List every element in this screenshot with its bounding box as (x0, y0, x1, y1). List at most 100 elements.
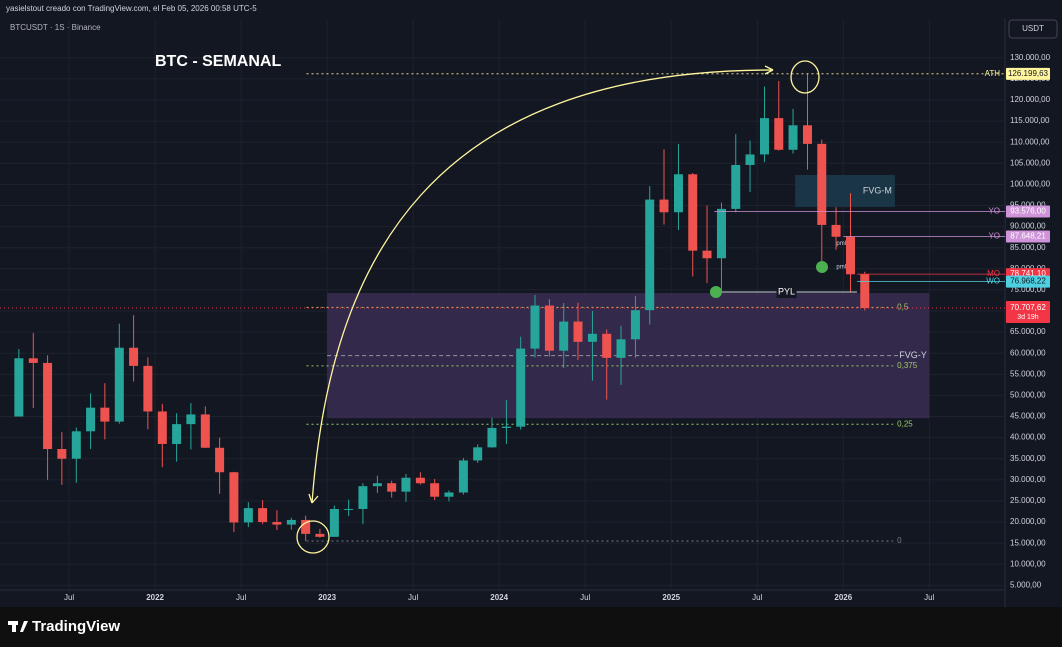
candle-body (817, 143, 827, 225)
price-tag-label: 78.741,10 (1010, 269, 1046, 278)
candle-body (200, 414, 210, 448)
countdown: 3d 19h (1017, 314, 1039, 321)
candle-body (401, 477, 411, 492)
candle-body (688, 174, 698, 251)
y-tick-label: 130.000,00 (1010, 53, 1051, 62)
candle-body (673, 174, 683, 213)
candle-body (372, 483, 382, 487)
candle-body (272, 522, 282, 525)
y-tick-label: 40.000,00 (1010, 433, 1046, 442)
candle-body (802, 125, 812, 144)
tag-name: YO (988, 232, 1000, 241)
level-label: 0 (897, 536, 902, 545)
candle-body (229, 472, 239, 523)
tag-name: MO (987, 269, 1000, 278)
price-tag-label: 93.576,00 (1010, 207, 1046, 216)
y-tick-label: 60.000,00 (1010, 348, 1046, 357)
candle-body (630, 310, 640, 340)
pyl-label: PYL (778, 286, 795, 296)
credit: yasielstout creado con TradingView.com, … (6, 4, 257, 13)
candle-body (344, 508, 354, 510)
y-tick-label: 10.000,00 (1010, 559, 1046, 568)
price-tag (1006, 67, 1050, 80)
candle-body (530, 305, 540, 349)
brand-logo (8, 621, 28, 632)
candle-body (788, 125, 798, 150)
candle-body (315, 533, 325, 537)
candle-body (716, 208, 726, 259)
y-tick-label: 20.000,00 (1010, 517, 1046, 526)
candle-body (387, 483, 397, 492)
y-tick-label: 65.000,00 (1010, 327, 1046, 336)
candle-body (458, 460, 468, 493)
candle-body (659, 199, 669, 213)
marker-dot (816, 261, 828, 273)
pyl-dot (709, 286, 722, 299)
candle-body (559, 321, 569, 351)
y-tick-label: 90.000,00 (1010, 222, 1046, 231)
arrow-head (308, 493, 319, 504)
currency-box[interactable] (1008, 19, 1058, 39)
candle-body (28, 358, 38, 363)
y-tick-label: 95.000,00 (1010, 201, 1046, 210)
zone-label: FVG-M (863, 185, 892, 195)
level-label: 0,5 (897, 303, 909, 312)
price-tag (1006, 275, 1050, 288)
arrow (311, 69, 774, 504)
candle-body (86, 407, 96, 432)
x-tick-label: Jul (64, 593, 74, 602)
y-tick-label: 55.000,00 (1010, 369, 1046, 378)
highlight-circle (296, 520, 330, 554)
price-tag-label: 126.199,63 (1008, 69, 1049, 78)
price-tag-label: 76.968,22 (1010, 277, 1046, 286)
y-tick-label: 25.000,00 (1010, 496, 1046, 505)
candle-body (143, 365, 153, 412)
candle-body (258, 508, 268, 523)
x-tick-label: 2026 (834, 593, 852, 602)
candle-body (172, 424, 182, 444)
candle-body (215, 447, 225, 473)
candle-body (745, 154, 755, 165)
zone (795, 174, 895, 207)
pyl-label-bg (776, 286, 797, 299)
candle-body (71, 431, 81, 459)
candle-body (473, 447, 483, 461)
candle-body (587, 333, 597, 342)
x-tick-label: Jul (236, 593, 246, 602)
candle-body (14, 358, 24, 417)
last-price-tag (1006, 301, 1050, 324)
y-tick-label: 5.000,00 (1010, 580, 1042, 589)
y-tick-label: 85.000,00 (1010, 243, 1046, 252)
x-tick-label: Jul (924, 593, 934, 602)
arrow-head (764, 65, 774, 75)
price-tag-label: 87.648,21 (1010, 232, 1046, 241)
x-tick-label: Jul (580, 593, 590, 602)
x-tick-label: Jul (752, 593, 762, 602)
price-tag (1006, 205, 1050, 218)
candle-body (573, 321, 583, 342)
candle-body (301, 519, 311, 534)
candle-body (243, 508, 253, 523)
candle-body (516, 348, 526, 427)
y-tick-label: 35.000,00 (1010, 454, 1046, 463)
candle-body (645, 199, 655, 311)
tag-name: ATH (985, 69, 1001, 78)
x-tick-label: 2025 (662, 593, 680, 602)
candle-body (100, 407, 110, 422)
x-tick-label: 2024 (490, 593, 508, 602)
tag-name: YO (988, 207, 1000, 216)
currency[interactable]: USDT (1022, 24, 1044, 33)
y-tick-label: 110.000,00 (1010, 137, 1050, 146)
candle-body (487, 427, 497, 448)
candle-body (759, 118, 769, 155)
y-tick-label: 100.000,00 (1010, 180, 1051, 189)
candle-body (286, 519, 296, 525)
x-tick-label: Jul (408, 593, 418, 602)
candle-body (702, 250, 712, 259)
y-tick-label: 50.000,00 (1010, 391, 1046, 400)
candle-body (415, 477, 425, 484)
highlight-circle (790, 60, 820, 94)
candle-body (157, 411, 167, 444)
candle-body (860, 274, 870, 309)
